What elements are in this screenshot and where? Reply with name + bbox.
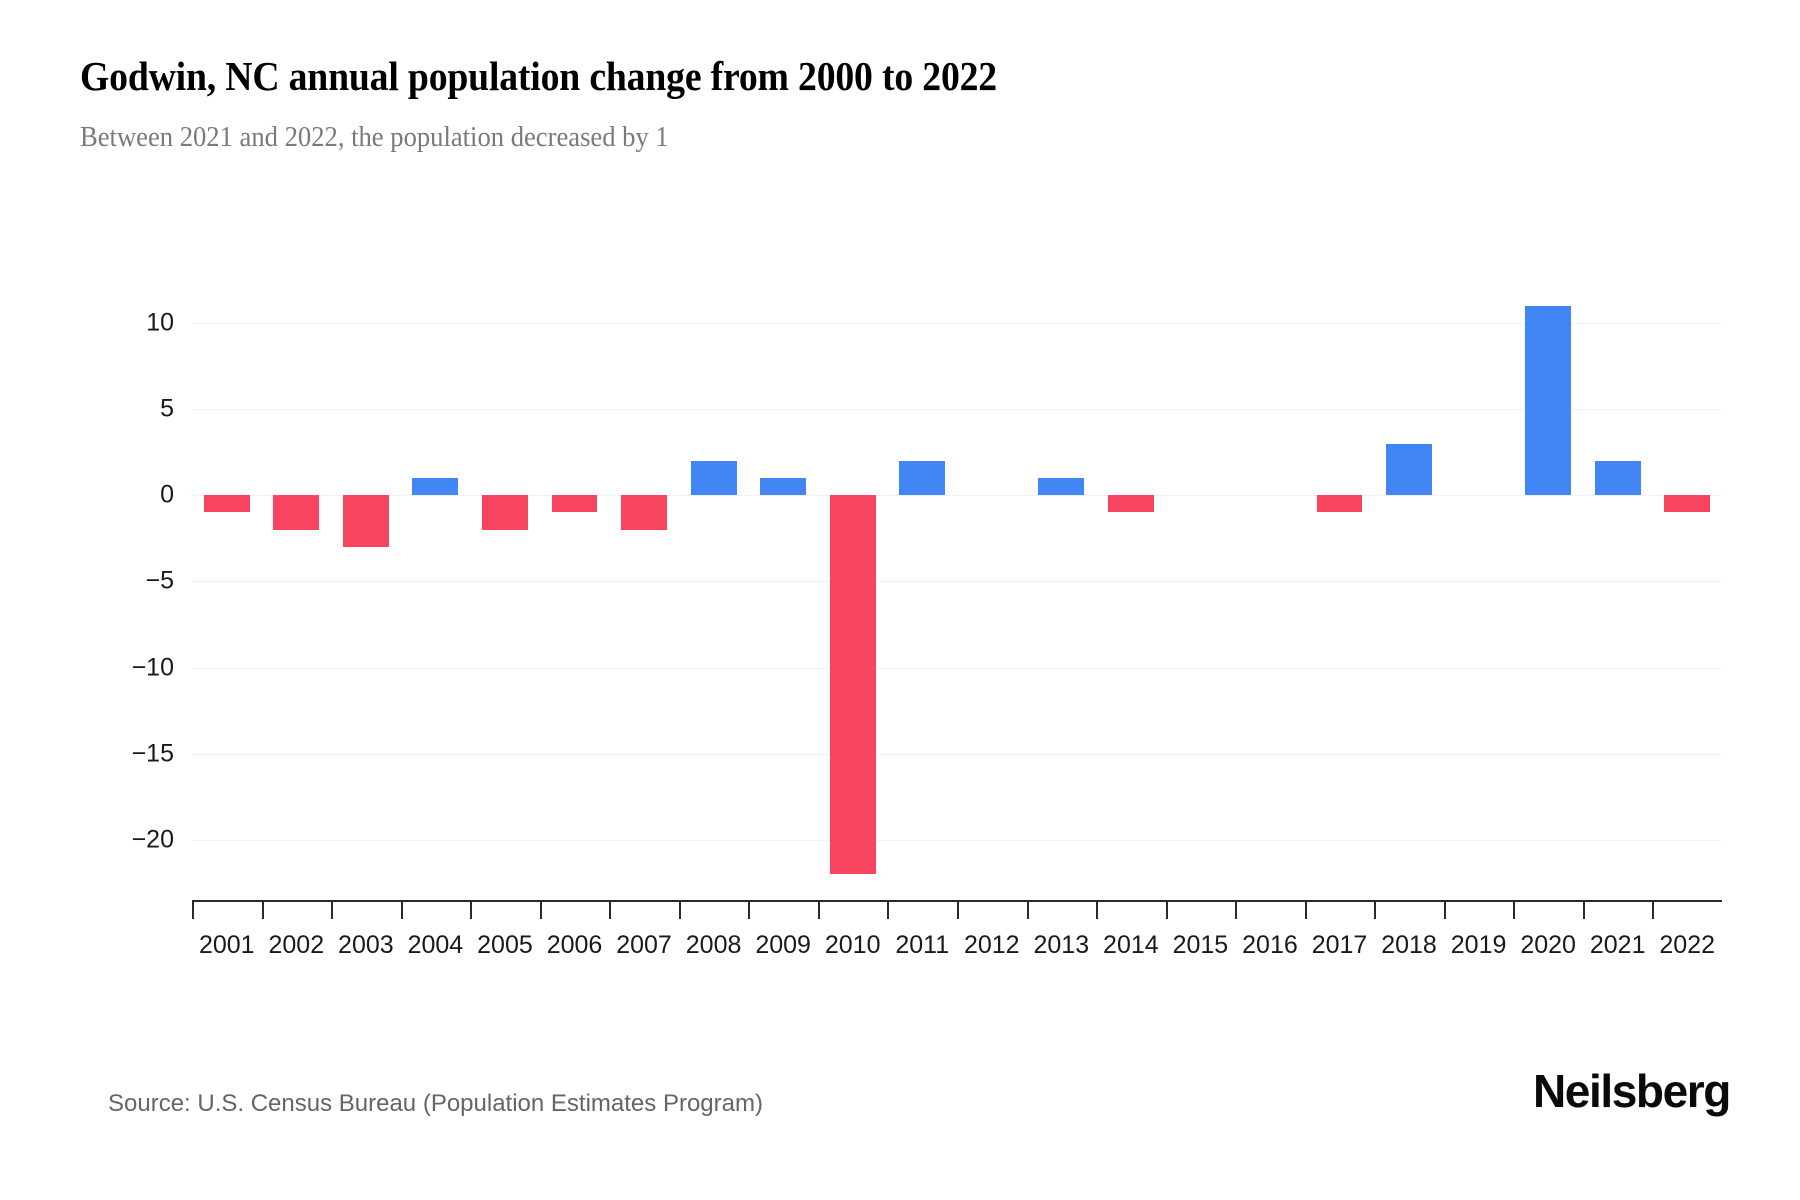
- x-axis-tick: [1443, 900, 1446, 919]
- x-axis-tick: [678, 900, 681, 919]
- x-axis-tick-label-2008: 2008: [685, 931, 742, 959]
- x-axis-tick: [539, 900, 542, 919]
- y-axis-tick-label: −10: [131, 653, 174, 681]
- x-axis-tick-label-2022: 2022: [1659, 931, 1716, 959]
- y-axis-tick-label: −15: [131, 739, 174, 768]
- x-axis-tick-label-2001: 2001: [198, 931, 255, 959]
- page-title: Godwin, NC annual population change from…: [80, 53, 997, 99]
- x-axis-tick: [957, 900, 959, 919]
- x-axis-tick: [1652, 900, 1655, 919]
- x-axis-tick-label-2017: 2017: [1311, 931, 1368, 959]
- x-axis-tick-label-2014: 2014: [1103, 931, 1159, 959]
- x-axis-tick: [1235, 900, 1238, 919]
- x-axis-tick-label-2015: 2015: [1172, 931, 1229, 959]
- bar-2013[interactable]: [1038, 478, 1085, 496]
- bar-2003[interactable]: [342, 495, 389, 547]
- x-axis-tick-label-2010: 2010: [824, 931, 881, 959]
- x-axis-tick-label-2009: 2009: [755, 931, 811, 959]
- x-axis-tick: [1304, 900, 1307, 919]
- x-axis-tick: [1374, 900, 1377, 919]
- x-axis-tick: [1096, 900, 1099, 919]
- x-axis-tick: [331, 900, 334, 919]
- x-axis-tick: [817, 900, 820, 919]
- bar-2008[interactable]: [690, 460, 737, 496]
- x-axis-tick-label-2012: 2012: [963, 931, 1020, 959]
- bar-2021[interactable]: [1594, 460, 1641, 496]
- y-axis-tick-label: −20: [131, 825, 174, 854]
- x-axis-tick: [192, 900, 194, 919]
- y-axis-tick-label: 5: [160, 394, 174, 423]
- gridline-0: [192, 495, 1722, 497]
- x-axis-tick: [1026, 900, 1029, 919]
- x-axis-tick-label-2011: 2011: [895, 931, 950, 959]
- x-axis-tick-label-2007: 2007: [616, 931, 672, 959]
- x-axis-tick-label-2018: 2018: [1381, 931, 1437, 959]
- gridline-5: [192, 409, 1722, 411]
- x-axis-tick-label-2002: 2002: [268, 931, 325, 959]
- gridline-neg20: [192, 839, 1722, 841]
- x-axis-tick-label-2003: 2003: [338, 931, 394, 959]
- x-axis-tick: [887, 900, 890, 919]
- bar-2018[interactable]: [1386, 443, 1432, 496]
- x-axis-tick: [261, 900, 264, 919]
- x-axis-tick-label-2004: 2004: [407, 931, 464, 959]
- x-axis-tick: [470, 900, 473, 919]
- x-axis-tick-label-2019: 2019: [1450, 931, 1507, 959]
- x-axis-tick-label-2016: 2016: [1242, 931, 1298, 959]
- chart-header: Godwin, NC annual population change from…: [80, 52, 1740, 155]
- gridline-neg5: [192, 581, 1722, 583]
- gridline-neg10: [192, 667, 1722, 669]
- x-axis-tick: [609, 900, 612, 919]
- y-axis-tick-label: −5: [145, 566, 174, 595]
- bars-group: [192, 280, 1722, 900]
- x-axis-tick-label-2020: 2020: [1520, 931, 1576, 959]
- x-axis-tick: [1165, 900, 1168, 919]
- bar-2010[interactable]: [829, 495, 876, 875]
- gridline-10: [192, 323, 1722, 325]
- bar-2004[interactable]: [412, 478, 459, 496]
- bar-2002[interactable]: [273, 495, 320, 530]
- y-axis-tick-label: 10: [146, 308, 174, 337]
- bar-2006[interactable]: [551, 495, 598, 513]
- bar-2007[interactable]: [621, 495, 667, 530]
- bar-2011[interactable]: [899, 460, 946, 496]
- x-axis-tick: [1582, 900, 1585, 919]
- x-axis-tick-label-2021: 2021: [1589, 931, 1646, 959]
- plot-area: 10 5 0 −5 −10 −15 −20: [132, 280, 1722, 900]
- x-axis-tick-label-2013: 2013: [1033, 931, 1090, 959]
- x-axis-tick: [400, 900, 403, 919]
- bar-2001[interactable]: [203, 495, 250, 513]
- x-axis-tick-label-2005: 2005: [477, 931, 533, 959]
- brand-logo: Neilsberg: [1532, 1065, 1731, 1117]
- x-axis-tick: [748, 900, 751, 919]
- source-note: Source: U.S. Census Bureau (Population E…: [108, 1090, 763, 1117]
- x-axis-tick-label-2006: 2006: [546, 931, 603, 959]
- bar-2005[interactable]: [482, 495, 528, 530]
- bar-2020[interactable]: [1525, 305, 1572, 496]
- y-axis-tick-label: 0: [160, 480, 174, 509]
- bar-2009[interactable]: [760, 478, 807, 496]
- x-axis-tick: [1513, 900, 1516, 919]
- gridline-neg15: [192, 753, 1722, 755]
- bar-2014[interactable]: [1107, 495, 1154, 513]
- chart-subtitle: Between 2021 and 2022, the population de…: [80, 122, 669, 154]
- bar-2017[interactable]: [1316, 495, 1363, 513]
- bar-2022[interactable]: [1664, 495, 1711, 513]
